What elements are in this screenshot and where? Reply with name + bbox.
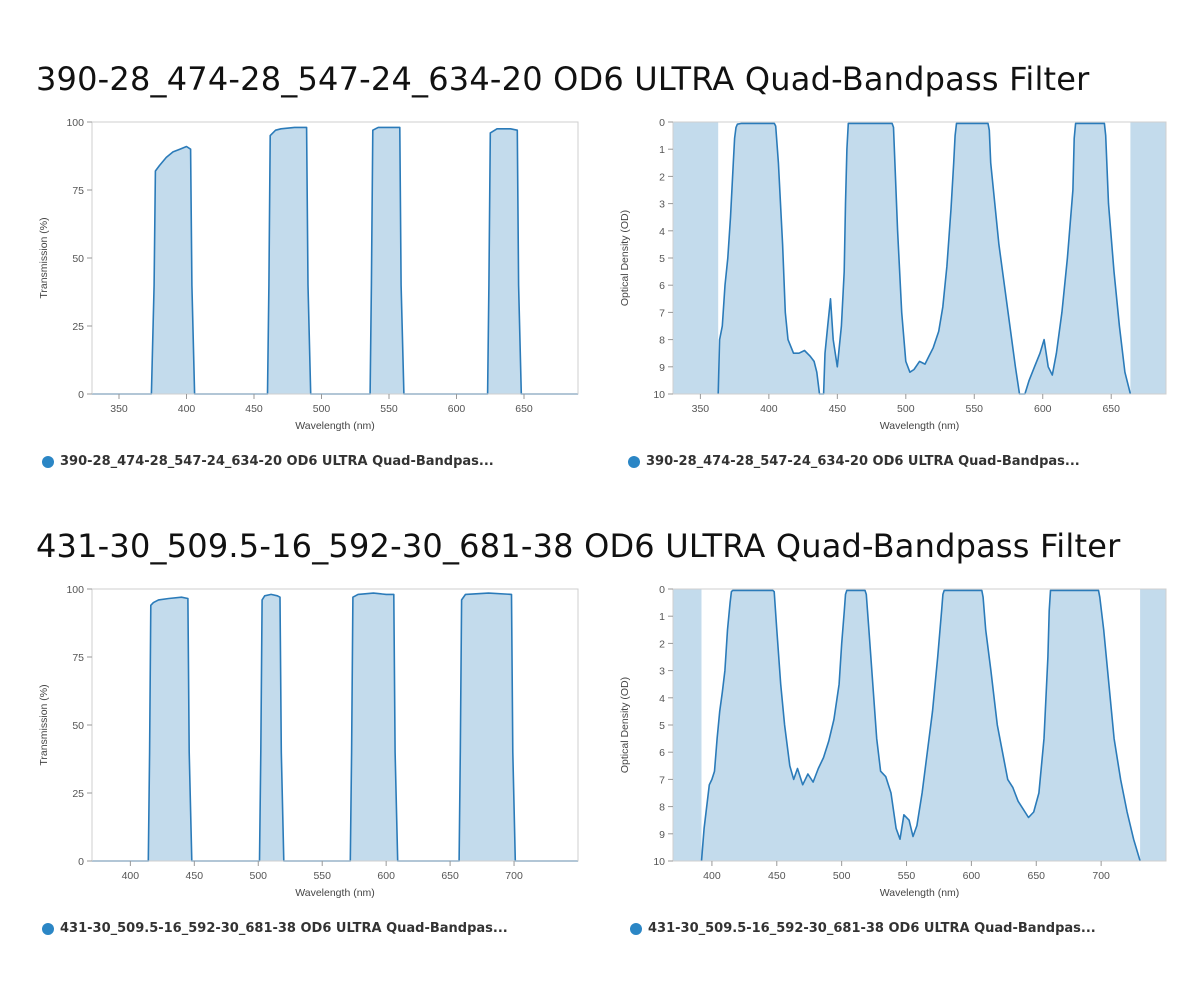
y-tick-label: 10 [653, 389, 665, 401]
x-tick-label: 600 [377, 870, 395, 882]
y-axis-label: Transmission (%) [38, 217, 50, 298]
x-tick-label: 500 [313, 403, 331, 415]
x-tick-label: 600 [963, 870, 981, 882]
legend-item-1[interactable]: 390-28_474-28_547-24_634-20 OD6 ULTRA Qu… [42, 454, 494, 469]
x-axis-label: Wavelength (nm) [880, 420, 960, 432]
x-tick-label: 650 [515, 403, 533, 415]
y-tick-label: 25 [72, 321, 84, 333]
x-tick-label: 650 [1027, 870, 1045, 882]
y-tick-label: 2 [659, 171, 665, 183]
legend-item-4[interactable]: 431-30_509.5-16_592-30_681-38 OD6 ULTRA … [630, 921, 1096, 936]
y-axis-label: Transmission (%) [38, 684, 50, 765]
transmission-area [92, 593, 578, 861]
x-tick-label: 550 [313, 870, 331, 882]
y-tick-label: 25 [72, 788, 84, 800]
legend-dot-icon [42, 455, 54, 468]
y-tick-label: 50 [72, 253, 84, 265]
legend-dot-icon [42, 922, 54, 935]
y-tick-label: 6 [659, 280, 665, 292]
x-tick-label: 600 [1034, 403, 1052, 415]
legend-item-3[interactable]: 431-30_509.5-16_592-30_681-38 OD6 ULTRA … [42, 921, 508, 936]
x-tick-label: 650 [441, 870, 459, 882]
od-curve [700, 589, 1141, 862]
x-tick-label: 550 [966, 403, 984, 415]
y-tick-label: 6 [659, 747, 665, 759]
x-tick-label: 600 [448, 403, 466, 415]
y-tick-label: 0 [78, 856, 84, 868]
x-tick-label: 400 [703, 870, 721, 882]
x-tick-label: 450 [768, 870, 786, 882]
y-tick-label: 8 [659, 335, 665, 347]
legend-label: 390-28_474-28_547-24_634-20 OD6 ULTRA Qu… [646, 454, 1080, 469]
legend-label: 431-30_509.5-16_592-30_681-38 OD6 ULTRA … [60, 921, 508, 936]
transmission-curve [92, 592, 578, 862]
y-tick-label: 2 [659, 638, 665, 650]
y-tick-label: 3 [659, 199, 665, 211]
y-axis-label: Optical Density (OD) [619, 677, 631, 773]
y-tick-label: 100 [66, 117, 84, 129]
optical-density-chart-2: 400 450 500 550 600 650 700 0 1 2 3 4 5 6 7 8 9 10 Wavelen… [619, 584, 1167, 899]
x-tick-label: 700 [1092, 870, 1110, 882]
x-tick-label: 550 [380, 403, 398, 415]
y-axis-label: Optical Density (OD) [619, 210, 631, 306]
x-tick-label: 350 [110, 403, 128, 415]
x-tick-label: 550 [898, 870, 916, 882]
x-tick-label: 400 [760, 403, 778, 415]
x-tick-label: 450 [245, 403, 263, 415]
x-tick-label: 400 [122, 870, 140, 882]
x-axis-label: Wavelength (nm) [880, 887, 960, 899]
y-tick-label: 75 [72, 185, 84, 197]
y-tick-label: 9 [659, 362, 665, 374]
x-tick-label: 400 [178, 403, 196, 415]
y-tick-label: 7 [659, 307, 665, 319]
od-curve [717, 122, 1132, 395]
od-clear-area [701, 589, 1141, 861]
section-title-1: 390-28_474-28_547-24_634-20 OD6 ULTRA Qu… [36, 60, 1090, 98]
y-tick-label: 5 [659, 720, 665, 732]
y-tick-label: 1 [659, 144, 665, 156]
x-axis-label: Wavelength (nm) [295, 887, 375, 899]
transmission-chart-1: 350 400 450 500 550 600 650 0 25 50 75 100 Wavelengt… [38, 117, 579, 432]
y-tick-label: 0 [78, 389, 84, 401]
y-tick-label: 3 [659, 666, 665, 678]
x-tick-label: 700 [505, 870, 523, 882]
od-clear-area [718, 122, 1131, 394]
y-tick-label: 4 [659, 226, 665, 238]
y-tick-label: 1 [659, 611, 665, 623]
y-tick-label: 0 [659, 584, 665, 596]
x-tick-label: 500 [897, 403, 915, 415]
y-tick-label: 4 [659, 693, 665, 705]
y-tick-label: 75 [72, 652, 84, 664]
y-tick-label: 100 [66, 584, 84, 596]
x-tick-label: 450 [829, 403, 847, 415]
y-tick-label: 7 [659, 774, 665, 786]
legend-label: 390-28_474-28_547-24_634-20 OD6 ULTRA Qu… [60, 454, 494, 469]
transmission-chart-2: 400 450 500 550 600 650 700 0 25 50 75 100 Wavelengt… [38, 584, 579, 899]
transmission-area [92, 127, 578, 395]
x-tick-label: 500 [249, 870, 267, 882]
optical-density-chart-1: 350 400 450 500 550 600 650 0 1 2 3 4 5 6 7 8 9 10 Wavelen… [619, 117, 1167, 432]
y-tick-label: 10 [653, 856, 665, 868]
legend-dot-icon [630, 922, 642, 935]
x-tick-label: 500 [833, 870, 851, 882]
x-tick-label: 350 [692, 403, 710, 415]
legend-dot-icon [628, 455, 640, 468]
y-tick-label: 50 [72, 720, 84, 732]
section-title-2: 431-30_509.5-16_592-30_681-38 OD6 ULTRA … [36, 527, 1121, 565]
x-tick-label: 450 [186, 870, 204, 882]
y-tick-label: 0 [659, 117, 665, 129]
x-axis-label: Wavelength (nm) [295, 420, 375, 432]
legend-item-2[interactable]: 390-28_474-28_547-24_634-20 OD6 ULTRA Qu… [628, 454, 1080, 469]
y-tick-label: 5 [659, 253, 665, 265]
transmission-curve [92, 126, 578, 395]
legend-label: 431-30_509.5-16_592-30_681-38 OD6 ULTRA … [648, 921, 1096, 936]
y-tick-label: 9 [659, 829, 665, 841]
y-tick-label: 8 [659, 802, 665, 814]
x-tick-label: 650 [1102, 403, 1120, 415]
